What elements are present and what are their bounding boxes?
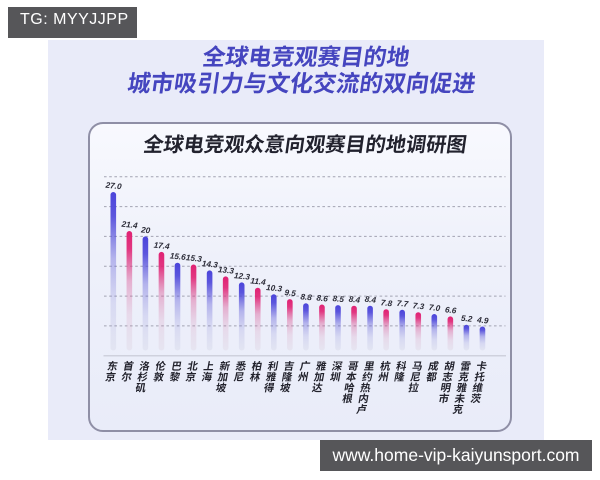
svg-text:14.3: 14.3 [201,259,218,270]
svg-text:15.3: 15.3 [185,253,202,264]
svg-text:5.2: 5.2 [461,314,474,324]
svg-text:13.3: 13.3 [218,265,235,276]
svg-text:20: 20 [140,225,151,235]
svg-text:11.4: 11.4 [250,276,267,287]
svg-text:15.6: 15.6 [169,251,186,262]
svg-text:12.3: 12.3 [234,271,251,282]
svg-text:17.4: 17.4 [153,241,170,252]
svg-text:6.6: 6.6 [445,305,458,315]
svg-text:8.8: 8.8 [300,292,313,302]
svg-text:27.0: 27.0 [104,181,122,192]
svg-text:7.0: 7.0 [428,303,441,313]
svg-text:4.9: 4.9 [476,315,490,325]
svg-text:21.4: 21.4 [120,220,138,231]
svg-text:7.3: 7.3 [412,301,425,311]
svg-text:8.6: 8.6 [316,293,329,303]
svg-text:8.4: 8.4 [348,295,361,305]
svg-text:10.3: 10.3 [266,283,283,294]
svg-text:9.5: 9.5 [284,288,297,298]
svg-text:8.4: 8.4 [364,295,377,305]
svg-text:7.7: 7.7 [396,299,409,309]
svg-text:7.8: 7.8 [380,298,393,308]
svg-text:8.5: 8.5 [332,294,345,304]
